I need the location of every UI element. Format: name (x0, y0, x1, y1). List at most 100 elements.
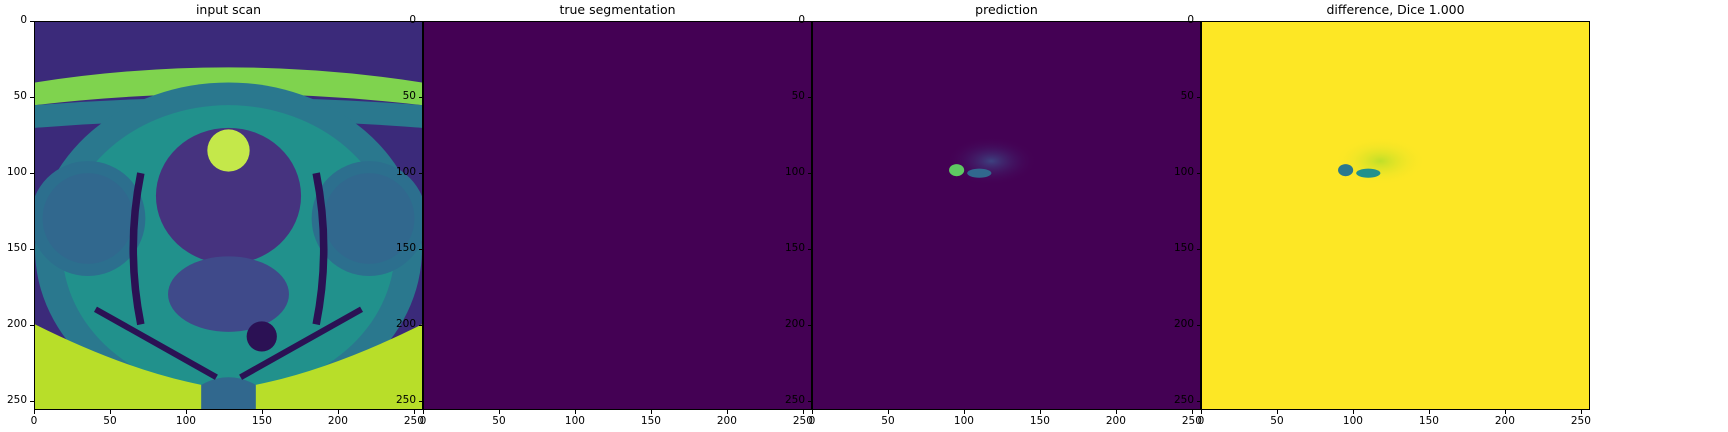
prediction-heatmap (946, 136, 1037, 186)
x-tick-label: 100 (564, 415, 585, 427)
y-tick-mark (419, 324, 423, 326)
y-tick-mark (1197, 324, 1201, 326)
x-tick-mark (1504, 410, 1506, 414)
y-tick-mark (1197, 172, 1201, 174)
difference-heatmap (1335, 136, 1426, 186)
y-tick-label: 200 (784, 317, 805, 330)
y-tick-label: 150 (784, 241, 805, 254)
mri-image (34, 21, 423, 410)
x-tick-mark (1428, 410, 1430, 414)
y-tick-mark (808, 172, 812, 174)
x-tick-label: 200 (327, 415, 348, 427)
x-tick-mark (574, 410, 576, 414)
y-tick-mark (419, 172, 423, 174)
y-tick-label: 200 (1173, 317, 1194, 330)
y-tick-label: 50 (1180, 89, 1194, 102)
difference-image (1201, 21, 1590, 410)
x-tick-label: 150 (1418, 415, 1439, 427)
y-tick-label: 250 (395, 393, 416, 406)
x-tick-mark (650, 410, 652, 414)
x-tick-mark (34, 410, 35, 414)
y-tick-label: 0 (798, 14, 805, 26)
y-tick-mark (1197, 21, 1201, 22)
x-tick-mark (726, 410, 728, 414)
y-tick-label: 150 (1173, 241, 1194, 254)
x-tick-label: 100 (953, 415, 974, 427)
y-tick-mark (1197, 400, 1201, 402)
x-tick-label: 100 (1342, 415, 1363, 427)
y-tick-label: 0 (20, 14, 27, 26)
y-tick-mark (419, 400, 423, 402)
y-tick-mark (808, 248, 812, 250)
x-tick-mark (1039, 410, 1041, 414)
x-tick-mark (963, 410, 965, 414)
x-tick-label: 0 (808, 415, 816, 427)
x-tick-mark (1201, 410, 1202, 414)
y-tick-label: 50 (402, 89, 416, 102)
x-tick-mark (802, 410, 804, 414)
panel-prediction: prediction (778, 0, 1210, 432)
x-tick-mark (887, 410, 889, 414)
x-tick-label: 250 (792, 415, 813, 427)
y-tick-mark (30, 172, 34, 174)
y-tick-mark (808, 96, 812, 98)
y-tick-mark (30, 21, 34, 22)
x-tick-label: 0 (1197, 415, 1205, 427)
x-tick-label: 250 (1570, 415, 1591, 427)
y-tick-label: 100 (6, 165, 27, 178)
x-tick-label: 50 (881, 415, 895, 427)
segmentation-image (423, 21, 812, 410)
x-tick-mark (185, 410, 187, 414)
y-tick-label: 250 (784, 393, 805, 406)
x-tick-label: 0 (419, 415, 427, 427)
x-tick-label: 250 (1181, 415, 1202, 427)
y-tick-label: 100 (1173, 165, 1194, 178)
x-tick-label: 50 (103, 415, 117, 427)
y-tick-label: 250 (1173, 393, 1194, 406)
x-tick-mark (261, 410, 263, 414)
x-tick-label: 200 (1494, 415, 1515, 427)
x-tick-mark (1191, 410, 1193, 414)
prediction-image (812, 21, 1201, 410)
panel-input-scan: input scan (0, 0, 432, 432)
x-tick-label: 200 (1105, 415, 1126, 427)
y-tick-label: 150 (395, 241, 416, 254)
y-tick-mark (30, 324, 34, 326)
x-tick-label: 100 (175, 415, 196, 427)
panel-difference: difference, Dice 1.000 (1167, 0, 1599, 432)
y-tick-label: 0 (1187, 14, 1194, 26)
x-tick-mark (413, 410, 415, 414)
y-tick-mark (30, 248, 34, 250)
y-tick-mark (30, 400, 34, 402)
x-tick-mark (812, 410, 813, 414)
x-tick-mark (1352, 410, 1354, 414)
y-tick-mark (808, 21, 812, 22)
y-tick-label: 150 (6, 241, 27, 254)
x-tick-label: 150 (1029, 415, 1050, 427)
x-tick-label: 150 (640, 415, 661, 427)
panel-true-segmentation: true segmentation (389, 0, 821, 432)
x-tick-label: 0 (30, 415, 38, 427)
x-tick-mark (1580, 410, 1582, 414)
y-tick-label: 0 (409, 14, 416, 26)
panel-title: true segmentation (559, 2, 676, 17)
y-tick-mark (1197, 96, 1201, 98)
x-tick-label: 50 (492, 415, 506, 427)
y-tick-mark (1197, 248, 1201, 250)
x-tick-mark (109, 410, 111, 414)
y-tick-label: 200 (395, 317, 416, 330)
y-tick-mark (419, 21, 423, 22)
y-tick-mark (419, 96, 423, 98)
x-tick-label: 200 (716, 415, 737, 427)
x-tick-label: 250 (403, 415, 424, 427)
y-tick-mark (30, 96, 34, 98)
panel-title: prediction (975, 2, 1038, 17)
x-tick-mark (337, 410, 339, 414)
y-tick-label: 200 (6, 317, 27, 330)
panel-title: input scan (195, 2, 262, 17)
x-tick-label: 150 (251, 415, 272, 427)
y-tick-label: 100 (395, 165, 416, 178)
y-tick-label: 50 (13, 89, 27, 102)
y-tick-label: 250 (6, 393, 27, 406)
x-tick-mark (1115, 410, 1117, 414)
